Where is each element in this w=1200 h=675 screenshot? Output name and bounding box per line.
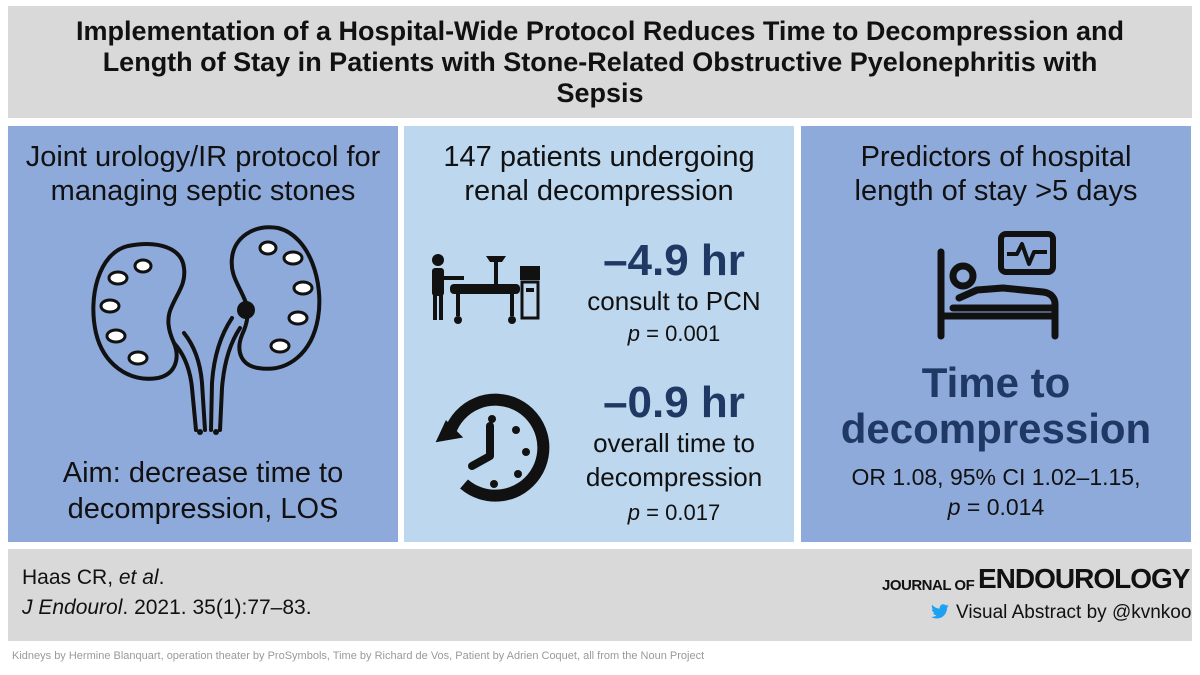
time-to-decompression-label-line1: overall time to xyxy=(593,428,755,458)
time-to-decompression-p: p = 0.017 xyxy=(554,500,794,526)
cohort-heading-line2: renal decompression xyxy=(464,175,734,207)
operating-room-icon xyxy=(432,254,540,324)
predictors-heading-line1: Predictors of hospital xyxy=(860,141,1132,173)
p-symbol: p xyxy=(947,494,961,520)
consult-to-pcn-label: consult to PCN xyxy=(587,286,761,316)
clock-icon xyxy=(435,393,550,502)
kidneys-icon xyxy=(91,225,322,435)
predictors-heading-line2: length of stay >5 days xyxy=(854,175,1138,207)
protocol-panel: Joint urology/IR protocol for managing s… xyxy=(8,126,398,542)
authors-text: Haas CR, xyxy=(22,566,119,589)
protocol-heading-line2: managing septic stones xyxy=(50,175,356,207)
page-title: Implementation of a Hospital-Wide Protoc… xyxy=(8,6,1192,118)
consult-to-pcn-value: –4.9 hr xyxy=(603,236,745,285)
protocol-heading-line1: Joint urology/IR protocol for xyxy=(25,141,381,173)
predictors-panel: Predictors of hospital length of stay >5… xyxy=(801,126,1191,542)
predictor-line2: decompression xyxy=(840,405,1152,452)
p-value: = 0.014 xyxy=(960,494,1045,520)
consult-to-pcn-p: p = 0.001 xyxy=(554,321,794,347)
patient-bed-icon xyxy=(937,231,1059,340)
title-text: Implementation of a Hospital-Wide Protoc… xyxy=(76,15,1124,108)
citation-authors: Haas CR, et al. xyxy=(22,565,164,591)
predictor-line1: Time to xyxy=(921,359,1071,406)
icon-credits: Kidneys by Hermine Blanquart, operation … xyxy=(12,650,705,662)
citation-text: . 2021. 35(1):77–83. xyxy=(122,596,312,619)
et-al-text: et al xyxy=(118,566,159,589)
time-to-decompression-value: –0.9 hr xyxy=(603,378,745,427)
predictor-p: p = 0.014 xyxy=(801,494,1191,520)
visual-abstract-credit: Visual Abstract by @kvnkoo xyxy=(956,602,1192,623)
cohort-heading-line1: 147 patients undergoing xyxy=(443,141,755,173)
authors-end-text: . xyxy=(158,566,165,589)
p-symbol: p xyxy=(627,321,641,346)
p-value: = 0.001 xyxy=(640,321,721,346)
journal-logo-small: JOURNAL OF xyxy=(882,577,975,594)
p-symbol: p xyxy=(627,500,641,525)
p-value: = 0.017 xyxy=(640,500,721,525)
citation-journal: J Endourol. 2021. 35(1):77–83. xyxy=(22,595,312,621)
journal-logo-big: ENDOUROLOGY xyxy=(978,563,1190,594)
time-to-decompression-label-line2: decompression xyxy=(585,462,763,492)
aim-line1: Aim: decrease time to xyxy=(62,457,344,489)
citation-footer: Haas CR, et al. J Endourol. 2021. 35(1):… xyxy=(8,549,1192,641)
journal-abbrev: J Endourol xyxy=(22,596,123,619)
twitter-icon xyxy=(931,604,949,619)
odds-ratio-text: OR 1.08, 95% CI 1.02–1.15, xyxy=(851,464,1141,490)
aim-line2: decompression, LOS xyxy=(67,493,339,525)
outcomes-panel: 147 patients undergoing renal decompress… xyxy=(404,126,794,542)
journal-logo: JOURNAL OF ENDOUROLOGY xyxy=(880,563,1190,599)
